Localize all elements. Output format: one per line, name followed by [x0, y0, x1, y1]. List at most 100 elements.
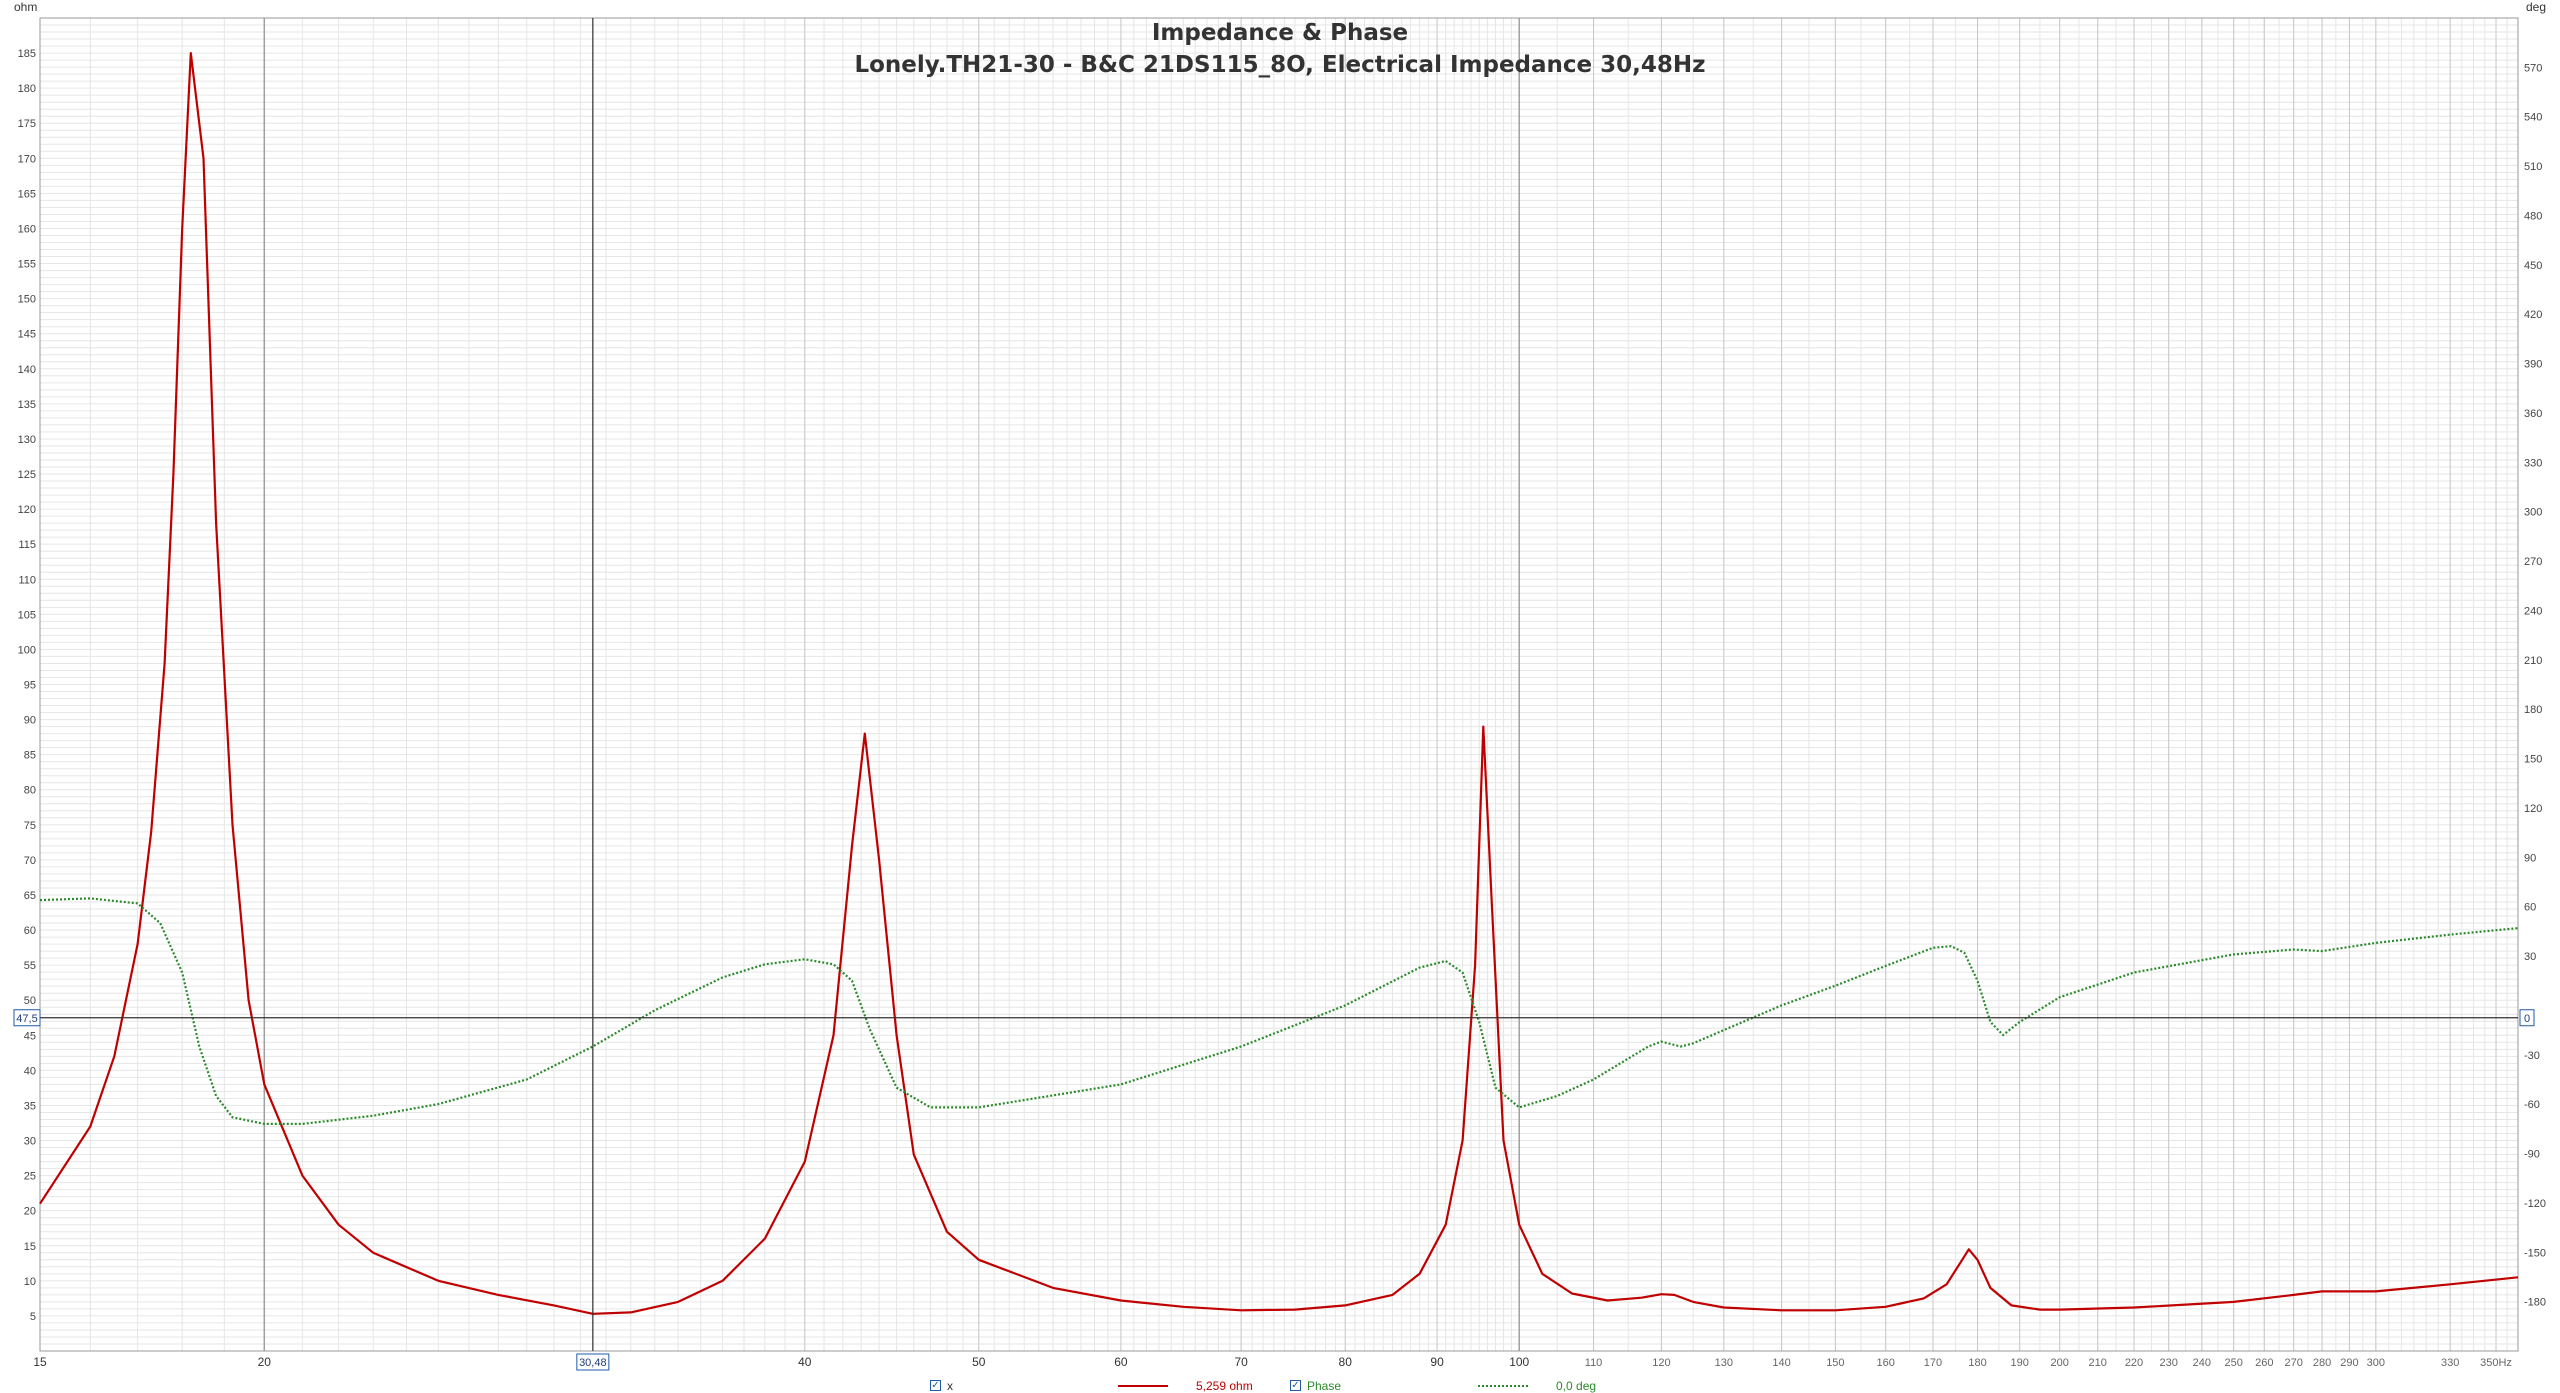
- left-tick-label: 140: [18, 364, 36, 376]
- left-tick-label: 180: [18, 83, 36, 95]
- legend-value: 5,259 ohm: [1196, 1378, 1253, 1393]
- left-tick-label: 145: [18, 329, 36, 341]
- right-tick-label: -150: [2524, 1247, 2546, 1259]
- x-tick-label: 200: [2051, 1357, 2069, 1369]
- x-tick-label: 290: [2340, 1357, 2358, 1369]
- x-tick-label: 50: [972, 1355, 986, 1369]
- cursor-x-label-box: [576, 1353, 610, 1371]
- right-tick-label: -30: [2524, 1050, 2540, 1062]
- left-tick-label: 45: [24, 1030, 36, 1042]
- left-tick-label: 65: [24, 890, 36, 902]
- left-tick-label: 20: [24, 1206, 36, 1218]
- right-tick-label: -180: [2524, 1297, 2546, 1309]
- checkbox-icon[interactable]: ✓: [930, 1380, 941, 1392]
- left-tick-label: 185: [18, 48, 36, 60]
- left-tick-label: 15: [24, 1241, 36, 1253]
- right-tick-label: -90: [2524, 1149, 2540, 1161]
- left-tick-label: 5: [30, 1311, 36, 1323]
- impedance-line: [39, 51, 2519, 1315]
- legend-item-impedance-value: 5,259 ohm: [1118, 1378, 1253, 1393]
- x-tick-label: 240: [2193, 1357, 2211, 1369]
- x-tick-label: 20: [258, 1355, 272, 1369]
- line-swatch-icon: [1118, 1384, 1168, 1387]
- legend-label: Phase: [1307, 1378, 1342, 1393]
- x-tick-label: 250: [2225, 1357, 2243, 1369]
- cursor-y-label: 47,5: [16, 1013, 37, 1025]
- right-axis-ticks: -180 -150 -120 -90 -60 -30 30 60 90 120 150 180 210 2…: [2524, 62, 2546, 1308]
- left-tick-label: 170: [18, 153, 36, 165]
- right-tick-label: 510: [2524, 161, 2542, 173]
- cursor-x-label: 30,48: [579, 1357, 607, 1369]
- left-tick-label: 125: [18, 469, 36, 481]
- legend-item-phase[interactable]: ✓ Phase: [1290, 1378, 1341, 1393]
- x-tick-label: 300: [2367, 1357, 2385, 1369]
- x-tick-label: 130: [1715, 1357, 1733, 1369]
- right-tick-label: 450: [2524, 260, 2542, 272]
- cursor-right-label: 0: [2524, 1013, 2530, 1025]
- left-tick-label: 60: [24, 925, 36, 937]
- left-tick-label: 80: [24, 785, 36, 797]
- cursor-y-label-box: [13, 1009, 41, 1027]
- left-tick-label: 95: [24, 680, 36, 692]
- right-tick-label: 270: [2524, 556, 2542, 568]
- plot-frame: [39, 17, 2519, 1352]
- left-tick-label: 50: [24, 995, 36, 1007]
- right-tick-label: 90: [2524, 852, 2536, 864]
- left-tick-label: 165: [18, 188, 36, 200]
- checkbox-icon[interactable]: ✓: [1290, 1380, 1301, 1392]
- right-tick-label: 390: [2524, 359, 2542, 371]
- right-tick-label: 300: [2524, 507, 2542, 519]
- left-axis-ticks: 5 10 15 20 25 30 35 40 45 50 55 60 65 70 75 80 85 90 95 100…: [18, 48, 36, 1323]
- x-tick-label: 90: [1430, 1355, 1444, 1369]
- x-tick-label: 70: [1234, 1355, 1248, 1369]
- x-tick-label: 230: [2159, 1357, 2177, 1369]
- right-tick-label: 330: [2524, 457, 2542, 469]
- right-tick-label: 420: [2524, 309, 2542, 321]
- x-axis-ticks: 15 20 40 50 60 70 80 90 100 110 120 130 140 150 160 170…: [33, 1355, 2512, 1369]
- right-tick-label: 60: [2524, 902, 2536, 914]
- left-tick-label: 75: [24, 820, 36, 832]
- x-tick-label: 350Hz: [2480, 1357, 2512, 1369]
- phase-line: [39, 897, 2519, 1126]
- right-tick-label: 480: [2524, 210, 2542, 222]
- left-tick-label: 55: [24, 960, 36, 972]
- right-tick-label: 240: [2524, 605, 2542, 617]
- legend-value: 0,0 deg: [1556, 1378, 1597, 1393]
- left-tick-label: 100: [18, 644, 36, 656]
- left-tick-label: 70: [24, 855, 36, 867]
- dotted-swatch-icon: [1478, 1384, 1528, 1387]
- cursor-layer: 47,5 0 30,48: [13, 18, 2535, 1371]
- minor-gridlines: [40, 18, 2518, 1351]
- x-tick-label: 110: [1585, 1357, 1603, 1369]
- x-tick-label: 180: [1968, 1357, 1986, 1369]
- right-tick-label: 150: [2524, 754, 2542, 766]
- left-tick-label: 120: [18, 504, 36, 516]
- x-tick-label: 170: [1924, 1357, 1942, 1369]
- right-tick-label: 210: [2524, 655, 2542, 667]
- left-tick-label: 130: [18, 434, 36, 446]
- x-tick-label: 60: [1114, 1355, 1128, 1369]
- x-tick-label: 80: [1339, 1355, 1353, 1369]
- right-tick-label: 120: [2524, 803, 2542, 815]
- left-tick-label: 35: [24, 1100, 36, 1112]
- x-tick-label: 210: [2089, 1357, 2107, 1369]
- left-tick-label: 10: [24, 1276, 36, 1288]
- x-tick-label: 40: [798, 1355, 812, 1369]
- left-tick-label: 105: [18, 609, 36, 621]
- right-tick-label: 360: [2524, 408, 2542, 420]
- left-tick-label: 40: [24, 1065, 36, 1077]
- left-tick-label: 25: [24, 1171, 36, 1183]
- x-tick-label: 220: [2125, 1357, 2143, 1369]
- x-tick-label: 140: [1772, 1357, 1790, 1369]
- x-tick-label: 260: [2255, 1357, 2273, 1369]
- left-tick-label: 155: [18, 259, 36, 271]
- right-tick-label: 570: [2524, 62, 2542, 74]
- right-axis-unit: deg: [2525, 0, 2546, 14]
- x-tick-label: 330: [2441, 1357, 2459, 1369]
- x-tick-label: 150: [1826, 1357, 1844, 1369]
- left-tick-label: 135: [18, 399, 36, 411]
- legend-item-x[interactable]: ✓ x: [930, 1378, 953, 1393]
- x-tick-label: 280: [2313, 1357, 2331, 1369]
- x-tick-label: 120: [1652, 1357, 1670, 1369]
